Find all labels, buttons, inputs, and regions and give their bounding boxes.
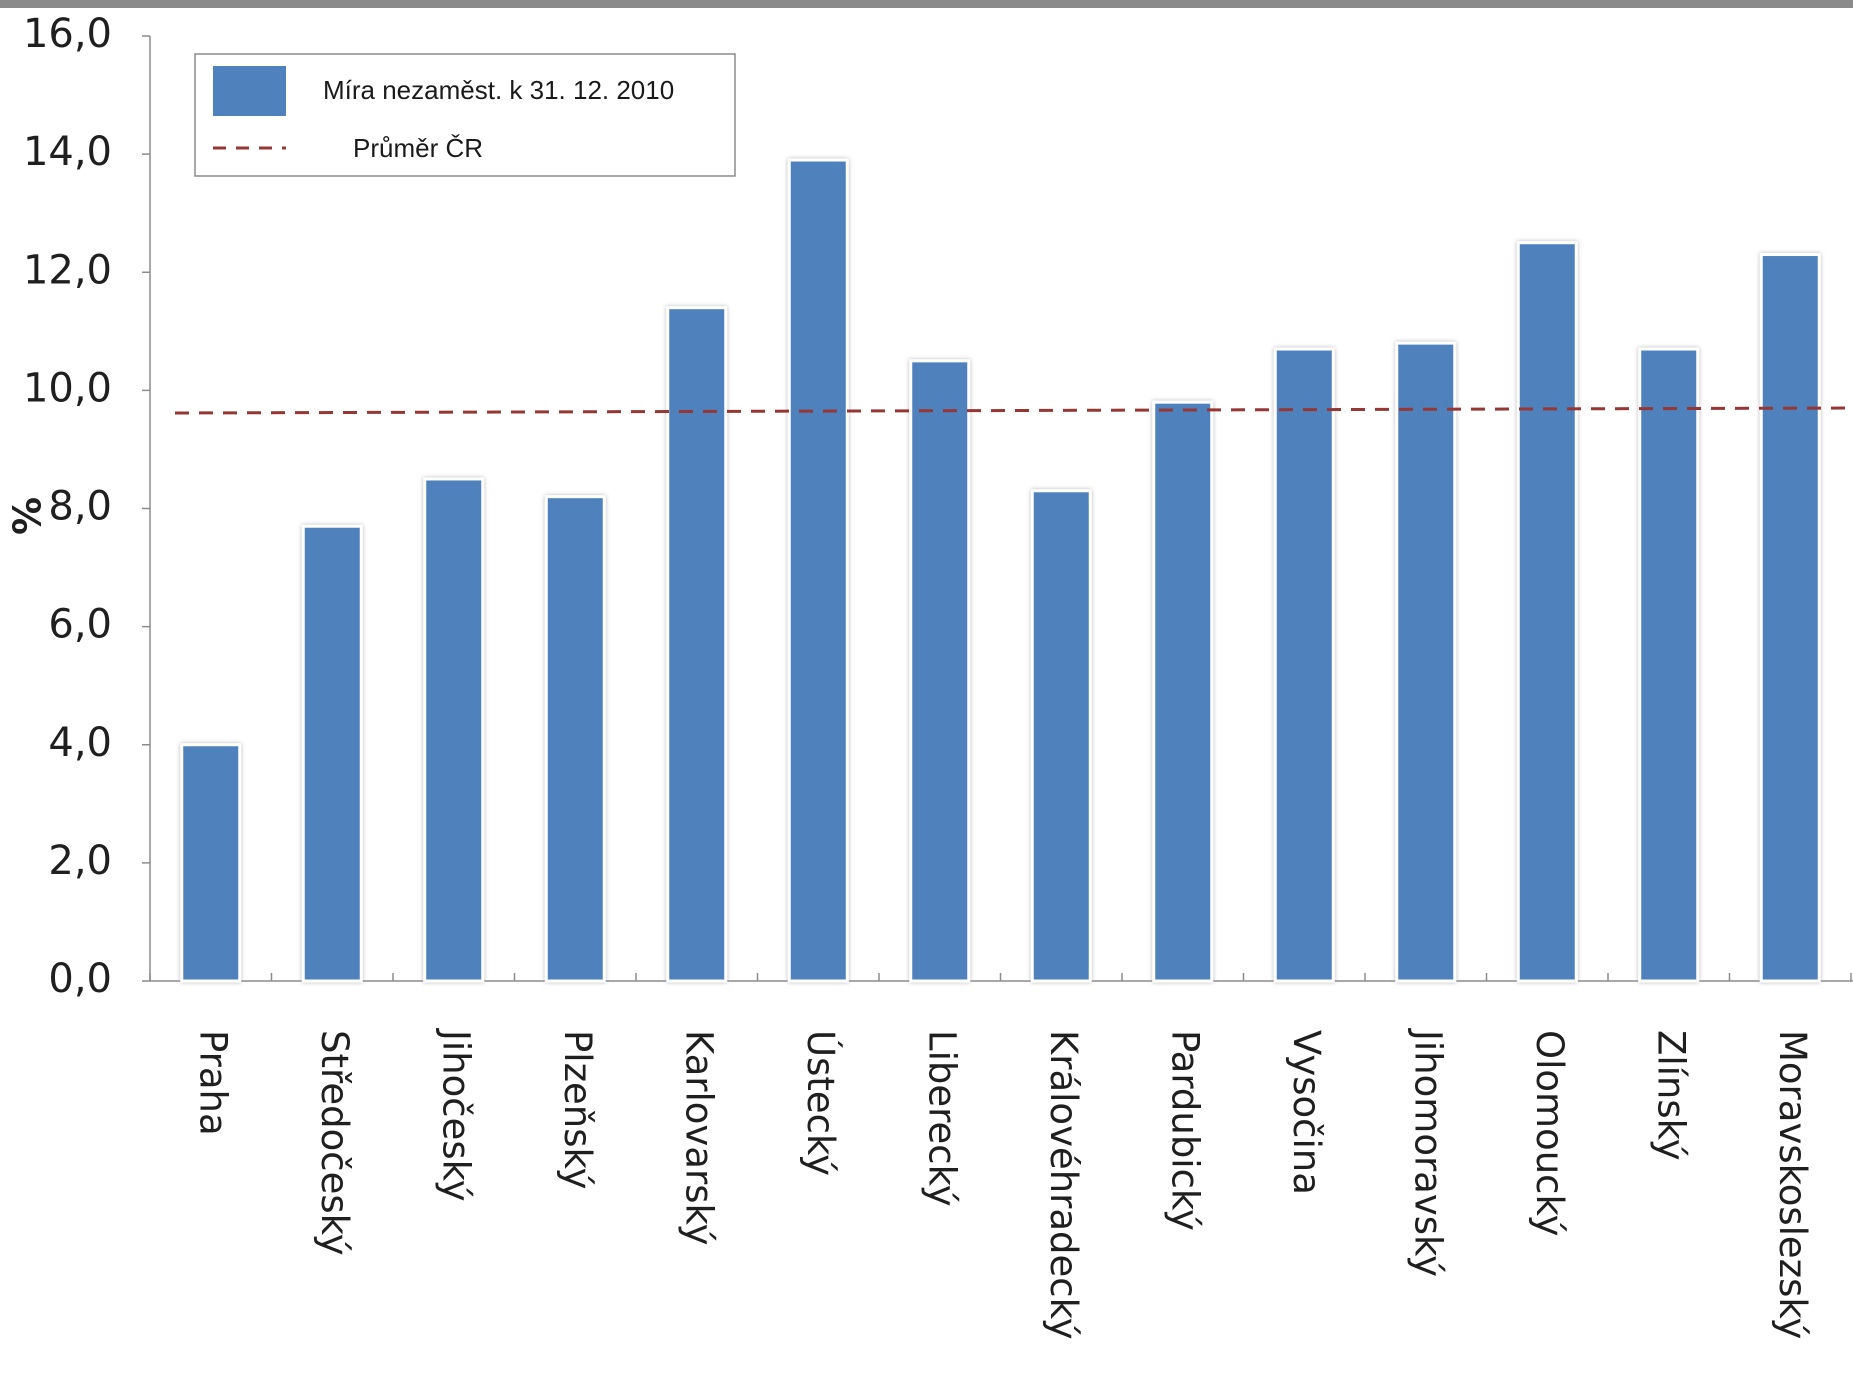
category-label: Ústecký <box>799 1030 843 1176</box>
bar-pardubický <box>1152 400 1214 983</box>
bar-jihomoravský <box>1395 341 1457 983</box>
average-line-layer <box>174 406 1853 415</box>
bar-praha <box>180 743 242 983</box>
bar-vysočina <box>1273 347 1335 983</box>
category-label: Liberecký <box>920 1030 963 1207</box>
y-tick-label: 8,0 <box>48 484 112 530</box>
category-label: Středočeský <box>313 1030 356 1256</box>
legend-series-label: Míra nezaměst. k 31. 12. 2010 <box>323 75 674 105</box>
category-label: Jihomoravský <box>1406 1028 1449 1277</box>
legend-average-label: Průměr ČR <box>353 133 483 163</box>
y-tick-label: 6,0 <box>48 602 112 648</box>
y-tick-label: 12,0 <box>23 247 112 293</box>
legend-bar-swatch <box>213 66 286 116</box>
top-border <box>0 0 1853 8</box>
bar-plzeňský <box>544 495 606 983</box>
bar-zlínský <box>1638 347 1700 983</box>
category-label: Královéhradecký <box>1042 1030 1085 1340</box>
bar-ústecký <box>787 158 849 983</box>
category-labels: Praha Středočeský Jihočeský Plzeňský Karlova… <box>191 1028 1814 1340</box>
y-axis-title: % <box>6 497 50 535</box>
bars <box>180 158 1821 983</box>
y-tick-label: 2,0 <box>48 838 112 884</box>
category-label: Olomoucký <box>1528 1030 1571 1237</box>
bar-moravskoslezský <box>1759 253 1821 983</box>
category-label: Moravskoslezský <box>1771 1030 1814 1339</box>
y-tick-label: 16,0 <box>23 11 112 57</box>
category-label: Pardubický <box>1163 1030 1206 1231</box>
y-tick-label: 10,0 <box>23 365 112 411</box>
category-label: Plzeňský <box>556 1030 599 1190</box>
bar-královéhradecký <box>1030 489 1092 983</box>
bar-středočeský <box>301 524 363 983</box>
y-tick-label: 4,0 <box>48 720 112 766</box>
category-label: Praha <box>191 1030 234 1136</box>
category-label: Karlovarský <box>677 1030 720 1245</box>
bar-olomoucký <box>1516 241 1578 983</box>
legend: Míra nezaměst. k 31. 12. 2010 Průměr ČR <box>194 53 736 177</box>
average-reference-line <box>174 406 1853 415</box>
category-label: Jihočeský <box>434 1028 477 1202</box>
bar-karlovarský <box>666 306 728 983</box>
axes: 0,0 2,0 4,0 6,0 8,0 10,0 12,0 14,0 16,0% <box>6 11 1853 1002</box>
category-label: Vysočina <box>1285 1030 1328 1195</box>
bar-liberecký <box>909 359 971 983</box>
y-tick-label: 14,0 <box>23 129 112 175</box>
category-label: Zlínský <box>1649 1030 1692 1161</box>
y-tick-label: 0,0 <box>48 956 112 1002</box>
bar-jihočeský <box>423 477 485 983</box>
